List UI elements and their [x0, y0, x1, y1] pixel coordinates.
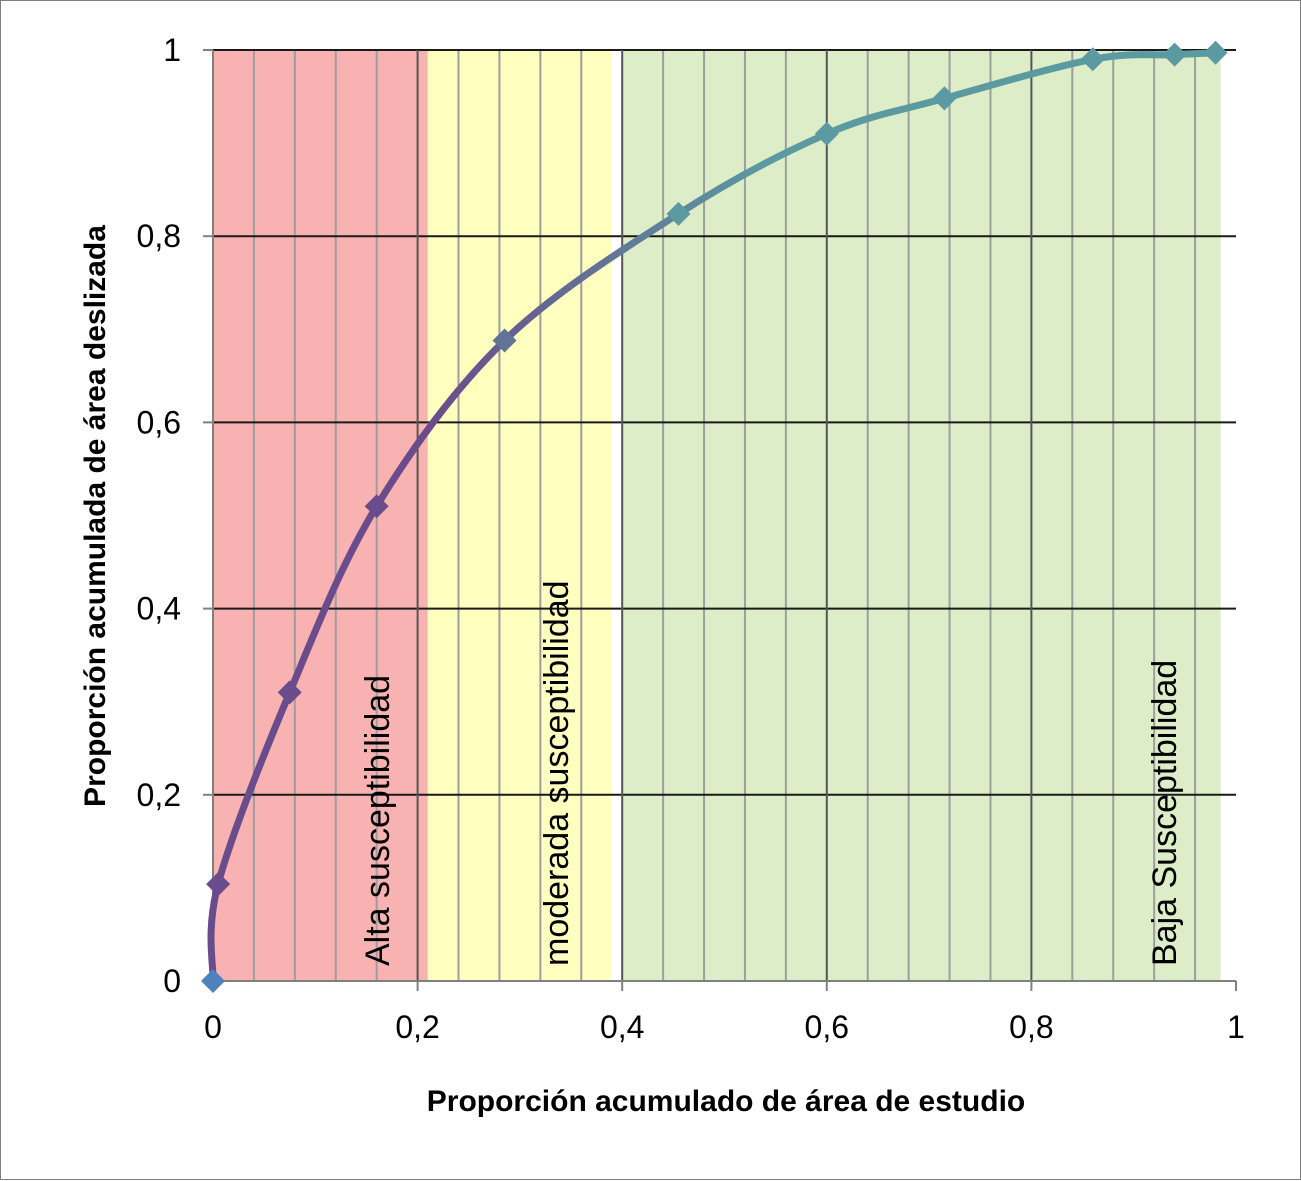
x-tick-label: 0,2 — [395, 1009, 439, 1045]
zone-labels: Alta susceptibilidad moderada susceptibil… — [359, 580, 1184, 966]
x-tick-label: 1 — [1227, 1009, 1245, 1045]
cumulative-curve — [207, 49, 1220, 985]
data-point — [666, 201, 691, 226]
zone-band-0 — [213, 50, 428, 981]
data-point — [1080, 47, 1105, 72]
data-point — [1203, 40, 1228, 65]
x-tick-label: 0 — [204, 1009, 222, 1045]
y-tick-label: 1 — [163, 32, 181, 68]
zone-label-2: Baja Susceptibilidad — [1146, 660, 1184, 966]
data-markers — [201, 40, 1228, 993]
x-tick-label: 0,8 — [1009, 1009, 1053, 1045]
zone-band-2 — [622, 50, 1221, 981]
data-point — [492, 328, 517, 353]
x-axis-title: Proporción acumulado de área de estudio — [427, 1085, 1025, 1118]
data-point — [932, 86, 957, 111]
y-tick-label: 0,6 — [137, 404, 181, 440]
y-tick-label: 0,2 — [137, 777, 181, 813]
series-line — [207, 49, 1220, 985]
x-tick-label: 0,4 — [600, 1009, 644, 1045]
tick-labels: 0 0,2 0,4 0,6 0,8 1 0 0,2 0,4 0,6 0,8 1 — [137, 32, 1245, 1045]
y-tick-label: 0,8 — [137, 218, 181, 254]
data-point — [206, 872, 231, 897]
zone-label-0: Alta susceptibilidad — [359, 675, 397, 966]
data-point — [201, 969, 225, 993]
data-point — [814, 121, 839, 146]
major-gridlines — [213, 49, 1236, 981]
y-tick-label: 0 — [163, 963, 181, 999]
y-tick-label: 0,4 — [137, 591, 181, 627]
data-point — [364, 494, 389, 519]
y-axis-title: Proporción acumulada de área deslizada — [79, 225, 112, 807]
data-point — [1162, 42, 1187, 67]
zone-label-1: moderada susceptibilidad — [538, 580, 576, 966]
x-tick-label: 0,6 — [805, 1009, 849, 1045]
zone-band-1 — [427, 50, 612, 981]
data-point — [277, 680, 302, 705]
